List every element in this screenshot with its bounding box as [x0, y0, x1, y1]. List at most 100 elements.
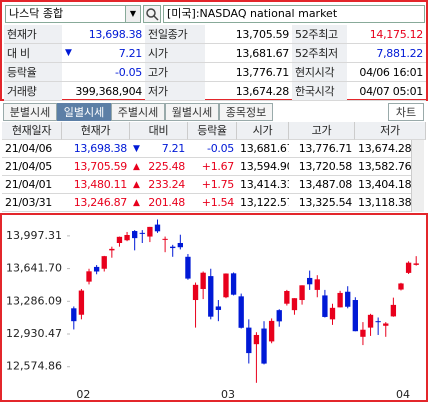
search-button[interactable]	[143, 5, 161, 23]
candle-body	[86, 271, 92, 282]
value-text: 13,776.71	[235, 66, 290, 79]
label-text: 시가	[148, 47, 168, 60]
candle-body	[253, 334, 260, 345]
candle-body	[238, 296, 244, 328]
candle-body	[345, 291, 351, 307]
close: 13,698.38	[62, 140, 130, 158]
x-tick-label: 04	[396, 388, 410, 401]
tab[interactable]: 주별시세	[111, 103, 165, 121]
label-text: 고가	[148, 66, 168, 79]
label-text: 저가	[148, 85, 168, 98]
candle-body	[299, 285, 305, 301]
change-rate: +1.67	[188, 158, 237, 176]
low: 13,674.28	[355, 140, 411, 158]
scrollbar[interactable]	[411, 140, 424, 212]
candle-body	[154, 224, 161, 232]
quote-value: 13,776.71	[205, 63, 292, 82]
date: 21/03/31	[2, 194, 62, 212]
quote-label: 고가	[145, 63, 205, 82]
candle-body	[268, 320, 275, 342]
quote-value: 7,881.22	[347, 44, 426, 63]
y-tick-label: 12,930.47	[6, 327, 62, 340]
candle-body	[78, 290, 85, 315]
label-text: 한국시각	[295, 85, 335, 98]
quote-table: 현재가 13,698.38 전일종가 13,705.59 52주최고 14,175.12 대…	[4, 25, 426, 101]
tab[interactable]: 분별시세	[3, 103, 57, 121]
search-icon	[146, 8, 159, 21]
quote-value: ▼ 7.21	[62, 44, 145, 63]
candle-body	[284, 291, 290, 304]
direction-arrow: ▼	[65, 48, 72, 58]
candle-body	[170, 246, 176, 249]
quote-label: 한국시각	[292, 82, 347, 101]
candle-body	[215, 306, 222, 310]
tab[interactable]: 종목정보	[219, 103, 273, 121]
column-header: 저가	[355, 122, 426, 140]
open: 13,681.67	[237, 140, 289, 158]
change: ▼ 7.21	[130, 140, 188, 158]
label-text: 거래량	[7, 85, 37, 98]
candle-body	[147, 226, 153, 237]
candle-body	[314, 279, 320, 290]
change: ▲ 201.48	[130, 194, 188, 212]
symbol: 나스닥 종합	[9, 7, 64, 20]
quote-value: 399,368,904	[62, 82, 145, 101]
y-tick-label: 13,997.31	[6, 229, 62, 242]
candle-body	[132, 231, 138, 239]
label-text: 52주최고	[295, 28, 338, 41]
chart-button[interactable]: 차트	[388, 103, 424, 121]
chart-panel	[0, 213, 428, 402]
change-rate: +1.75	[188, 176, 237, 194]
daily-table: 현재일자 현재가 대비 등락율 시가 고가 저가 21/04/06 13,698.38 ▼ 7.21…	[2, 122, 426, 212]
value-text: 13,674.28	[235, 85, 290, 98]
value-text: 14,175.12	[369, 28, 424, 41]
candle-body	[101, 256, 107, 269]
value-text: 13,681.67	[235, 47, 290, 60]
candle-body	[116, 236, 123, 243]
tab[interactable]: 일별시세	[57, 103, 111, 121]
y-tick-label: 13,641.70	[6, 262, 62, 275]
dropdown-arrow[interactable]: ▼	[125, 6, 140, 22]
candle-body	[185, 256, 191, 279]
direction-arrow: ▲	[133, 198, 140, 208]
quote-value: -0.05	[62, 63, 145, 82]
high: 13,487.08	[289, 176, 355, 194]
tab[interactable]: 월별시세	[165, 103, 219, 121]
quote-value: 13,674.28	[205, 82, 292, 101]
quote-label: 저가	[145, 82, 205, 101]
close: 13,246.87	[62, 194, 130, 212]
candle-body	[71, 308, 77, 322]
change-value: 233.24	[148, 178, 185, 191]
low: 13,118.38	[355, 194, 411, 212]
symbol-select[interactable]: 나스닥 종합 ▼	[5, 5, 141, 23]
date: 21/04/06	[2, 140, 62, 158]
candle-body	[322, 295, 328, 317]
column-header: 등락율	[188, 122, 237, 140]
high: 13,720.58	[289, 158, 355, 176]
label-text: 등락율	[7, 66, 37, 79]
candle-body	[192, 284, 199, 301]
close: 13,705.59	[62, 158, 130, 176]
quote-label: 현재가	[4, 25, 62, 44]
candle-body	[307, 277, 313, 285]
candle-body	[230, 273, 237, 295]
label-text: 현지시각	[295, 66, 335, 79]
candle-body	[139, 232, 145, 234]
change-value: 225.48	[148, 160, 185, 173]
candle-body	[223, 273, 229, 298]
quote-label: 시가	[145, 44, 205, 63]
value-text: 04/06 16:01	[359, 66, 423, 79]
candle-body	[246, 327, 252, 354]
open: 13,594.90	[237, 158, 289, 176]
quote-label: 52주최저	[292, 44, 347, 63]
candle-body	[367, 314, 374, 328]
quote-label: 52주최고	[292, 25, 347, 44]
value-text: 04/07 05:01	[359, 85, 423, 98]
candle-body	[413, 263, 419, 265]
value-text: -0.05	[115, 66, 142, 79]
column-header: 시가	[237, 122, 289, 140]
change-value: 201.48	[148, 196, 185, 209]
low: 13,582.76	[355, 158, 411, 176]
